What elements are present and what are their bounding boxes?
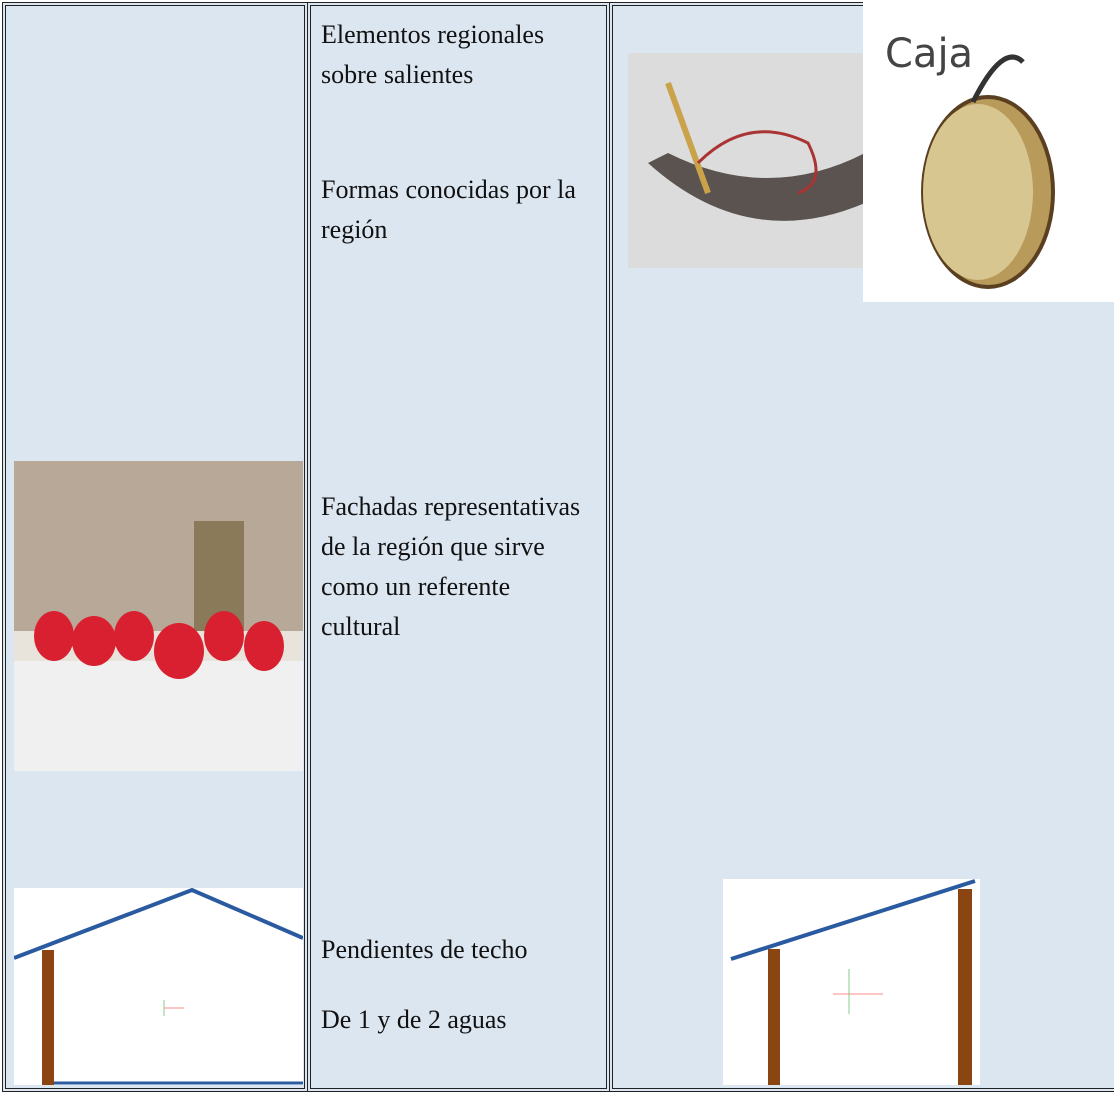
drum-image: Caja: [863, 2, 1114, 302]
cell-text: Formas conocidas por la región: [321, 175, 576, 244]
cell-text: Elementos regionales sobre salientes: [321, 20, 545, 89]
cell-text: De 1 y de 2 aguas: [321, 1005, 507, 1034]
roof-drawing: [723, 879, 980, 1085]
street-photo: [14, 461, 303, 771]
horn-photo: [628, 53, 865, 268]
cell-text: Fachadas representativas de la región qu…: [321, 492, 581, 641]
image-label: Caja: [885, 31, 973, 77]
cell-text: Pendientes de techo: [321, 935, 528, 964]
column-cell: [307, 2, 610, 1092]
roof-drawing: [14, 888, 303, 1085]
